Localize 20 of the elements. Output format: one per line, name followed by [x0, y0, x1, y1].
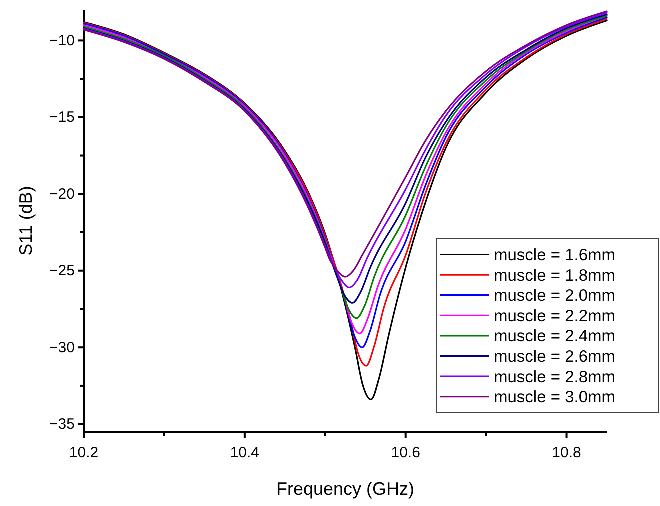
legend-label: muscle = 2.8mm	[494, 368, 616, 386]
legend-label: muscle = 2.4mm	[494, 328, 616, 346]
legend-label: muscle = 2.0mm	[494, 287, 616, 306]
y-tick-label: −35	[50, 416, 75, 434]
y-tick-label: −20	[50, 186, 75, 203]
x-axis-title: Frequency (GHz)	[276, 479, 415, 499]
y-tick-label: −10	[50, 32, 75, 50]
x-tick-label: 10.6	[391, 444, 420, 462]
legend-label: muscle = 1.6mm	[494, 246, 616, 265]
x-tick-label: 10.4	[230, 444, 260, 462]
y-tick-label: −30	[50, 339, 75, 356]
legend-label: muscle = 2.6mm	[494, 348, 616, 366]
y-tick-label: −25	[50, 262, 75, 280]
x-tick-label: 10.2	[69, 444, 99, 462]
y-tick-label: −15	[50, 109, 75, 126]
y-axis-title: S11 (dB)	[16, 186, 36, 256]
legend-label: muscle = 2.2mm	[494, 307, 616, 326]
legend-label: muscle = 3.0mm	[494, 388, 616, 407]
x-tick-label: 10.8	[552, 444, 582, 462]
legend-label: muscle = 1.8mm	[494, 266, 616, 285]
